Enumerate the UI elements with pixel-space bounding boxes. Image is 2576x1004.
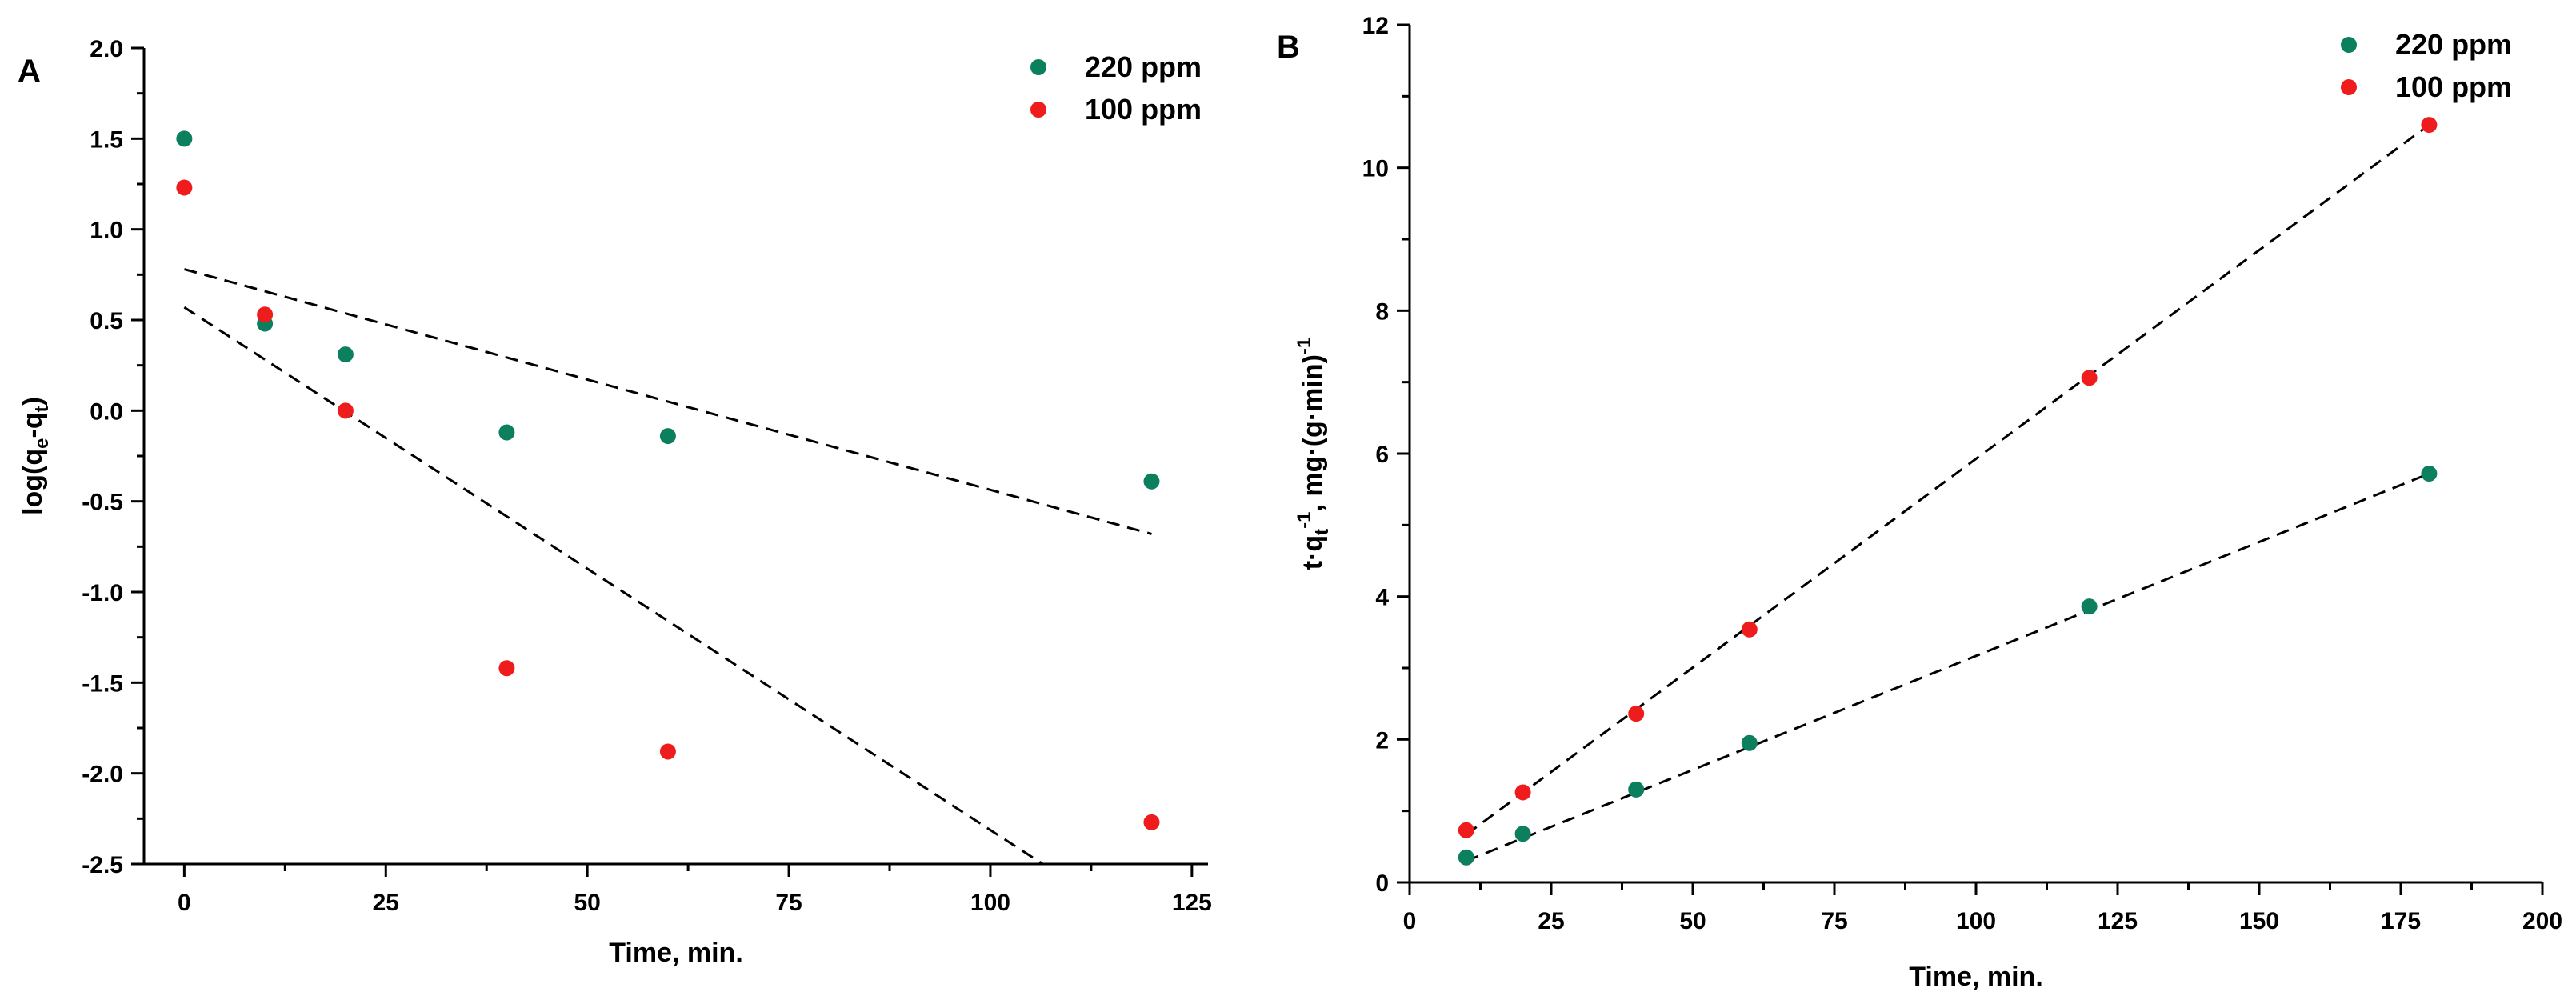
legend-marker (1030, 102, 1046, 118)
x-tick-label: 50 (1679, 908, 1706, 934)
y-title-part: min) (1298, 354, 1328, 412)
y-tick-label: -1.5 (82, 670, 123, 697)
y-tick-label: 1.0 (90, 218, 123, 244)
data-point (176, 130, 193, 147)
x-tick-label: 25 (1538, 908, 1564, 934)
legend-marker (2341, 79, 2357, 95)
y-axis-title: t·qt-1, mg·(g·min)-1 (1294, 338, 1333, 570)
fit-line (183, 306, 1044, 866)
x-tick-label: 25 (373, 890, 399, 916)
data-point (1514, 826, 1531, 842)
y-title-subscript: e (31, 438, 53, 448)
panel-a-chart: A -2.5 -2.0 -1.5 -1.0 -0.5 0.0 0.5 1.0 1.5 2.0 0 25 5… (18, 36, 1212, 968)
data-point (1143, 473, 1160, 490)
data-point (2421, 466, 2438, 482)
x-tick-label: 200 (2522, 908, 2562, 934)
y-tick-label: -2.0 (82, 762, 123, 788)
data-point (176, 179, 193, 196)
data-point (337, 402, 354, 419)
y-title-part: (g (1298, 421, 1328, 446)
legend-marker (1030, 59, 1046, 75)
y-tick-label: 10 (1362, 156, 1389, 182)
data-point (1143, 814, 1160, 830)
data-point (2081, 370, 2098, 386)
y-axis-title: log(qe-qt) (18, 397, 53, 515)
y-title-part: · (1298, 412, 1328, 421)
y-title-part: q (1298, 535, 1328, 552)
data-point (2081, 598, 2098, 615)
y-title-part: , mg (1298, 456, 1328, 512)
data-point (1458, 849, 1474, 866)
panel-label: B (1277, 30, 1300, 65)
data-point (1741, 734, 1758, 751)
data-point (1628, 781, 1645, 798)
legend-label: 100 ppm (1085, 93, 1202, 126)
y-title-part: log(q (18, 449, 48, 515)
x-axis-title: Time, min. (1909, 962, 2043, 992)
data-point (1458, 822, 1474, 838)
y-tick-label: 2 (1375, 727, 1389, 754)
y-title-part: ) (18, 397, 48, 406)
y-title-subscript: t (1311, 529, 1333, 535)
legend-label: 220 ppm (2395, 28, 2512, 61)
y-title-part: -q (18, 412, 48, 438)
x-tick-label: 0 (1403, 908, 1417, 934)
x-tick-label: 125 (2098, 908, 2138, 934)
x-tick-label: 75 (775, 890, 802, 916)
y-tick-label: 0 (1375, 870, 1389, 897)
x-tick-label: 100 (1956, 908, 1996, 934)
data-point (1628, 706, 1645, 722)
y-tick-label: 0.5 (90, 308, 123, 334)
y-tick-label: -0.5 (82, 490, 123, 516)
x-tick-label: 0 (178, 890, 191, 916)
legend-marker (2341, 37, 2357, 53)
y-title-part: · (1298, 446, 1328, 455)
y-title-part: · (1298, 552, 1328, 561)
data-point (2421, 117, 2438, 134)
data-point (498, 660, 515, 677)
y-tick-label: -2.5 (82, 852, 123, 878)
y-tick-label: -1.0 (82, 580, 123, 606)
y-tick-label: 12 (1362, 13, 1389, 39)
data-point (257, 306, 274, 323)
y-tick-label: 0.0 (90, 398, 123, 425)
y-title-superscript: -1 (1294, 338, 1315, 354)
y-title-superscript: -1 (1294, 512, 1315, 529)
data-point (659, 428, 676, 445)
x-tick-label: 125 (1172, 890, 1212, 916)
x-tick-label: 75 (1821, 908, 1847, 934)
x-tick-label: 50 (574, 890, 600, 916)
x-tick-label: 150 (2239, 908, 2279, 934)
data-point (659, 743, 676, 760)
y-tick-label: 1.5 (90, 126, 123, 153)
x-tick-label: 100 (970, 890, 1010, 916)
x-axis-title: Time, min. (609, 938, 743, 968)
y-title-part: t (1298, 561, 1328, 570)
data-point (337, 346, 354, 363)
data-point (1514, 784, 1531, 801)
legend-label: 220 ppm (1085, 50, 1202, 83)
fit-line (183, 268, 1152, 535)
fit-line (1466, 472, 2430, 862)
y-tick-label: 6 (1375, 442, 1389, 468)
y-title-subscript: t (31, 406, 53, 412)
fit-line (1465, 123, 2430, 836)
panel-label: A (18, 54, 41, 89)
data-point (498, 424, 515, 441)
x-tick-label: 175 (2381, 908, 2421, 934)
data-point (1741, 621, 1758, 638)
y-tick-label: 8 (1375, 298, 1389, 325)
y-tick-label: 2.0 (90, 36, 123, 62)
legend-label: 100 ppm (2395, 70, 2512, 103)
y-tick-label: 4 (1375, 585, 1389, 611)
panel-b-chart: B 0 2 4 6 8 10 12 0 25 50 75 100 125 150 175 200 Time, mi… (1277, 13, 2562, 992)
